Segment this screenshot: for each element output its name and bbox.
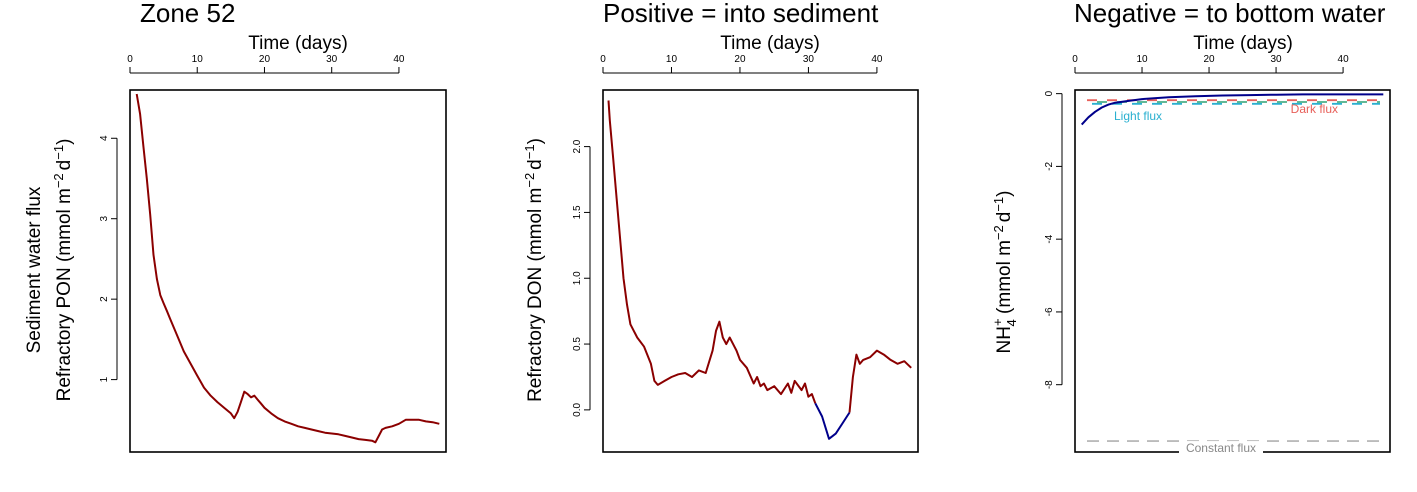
- panel-nh4-ylabel-close: ): [994, 191, 1015, 197]
- panel-don: Positive = into sediment Time (days) Ref…: [522, 0, 919, 453]
- panel-don-x-tick-label: 10: [666, 54, 678, 65]
- panel-don-series-line: [814, 402, 851, 440]
- panel-nh4-ylabel-sup: +: [990, 318, 1005, 326]
- dark-flux-label: Dark flux: [1291, 102, 1338, 116]
- panel-don-x-tick-label: 20: [734, 54, 746, 65]
- panel-don-series-line: [607, 100, 817, 404]
- panel-nh4-y-tick-label: -2: [1044, 162, 1055, 171]
- panel-nh4-x-tick-label: 10: [1136, 54, 1148, 65]
- panel-pon-x-tick-label: 20: [259, 54, 271, 65]
- panel-don-x-tick-label: 0: [600, 54, 606, 65]
- panel-pon-y-tick-label: 4: [99, 135, 110, 141]
- panel-nh4-ylabel-exp-d: −1: [991, 197, 1006, 212]
- panel-pon-frame: [129, 89, 447, 453]
- panel-pon-ylabel-line1: Sediment water flux: [24, 186, 45, 353]
- svg-text:Refractory PON (mmol m−2d−1): Refractory PON (mmol m−2 d−1): [51, 139, 75, 402]
- panel-don-x-tick-label: 30: [803, 54, 815, 65]
- panel-pon-ylabel-close: ): [54, 139, 75, 145]
- panel-don-ylabel-main: Refractory DON (mmol m: [525, 188, 546, 402]
- svg-text:Refractory DON (mmol m−2d−1): Refractory DON (mmol m−2 d−1): [522, 138, 546, 402]
- panel-don-title: Positive = into sediment: [603, 0, 879, 28]
- panel-pon: Zone 52 Time (days) Sediment water flux …: [24, 0, 447, 453]
- panel-nh4-y-tick-label: -6: [1044, 307, 1055, 316]
- constant-flux-label: Constant flux: [1186, 441, 1256, 455]
- panel-nh4-x-tick-label: 20: [1203, 54, 1215, 65]
- panel-pon-ylabel-exp-m: −2: [51, 173, 66, 188]
- panel-don-y-tick-label: 1.5: [572, 205, 583, 219]
- panel-nh4-y-tick-label: -4: [1044, 234, 1055, 243]
- panel-pon-ylabel-line2: Refractory PON (mmol m−2 d−1): [51, 139, 75, 402]
- panel-nh4-ylabel-rest: (mmol m: [994, 240, 1015, 319]
- panel-don-ylabel-exp-m: −2: [522, 173, 537, 188]
- panel-nh4-ylabel-nh: NH: [994, 326, 1015, 353]
- panel-pon-ylabel-exp-d: −1: [51, 145, 66, 160]
- panel-don-ylabel-exp-d: −1: [522, 144, 537, 159]
- panel-nh4-x-tick-label: 30: [1271, 54, 1283, 65]
- panel-don-frame: [602, 89, 919, 453]
- panel-don-xlabel: Time (days): [720, 33, 820, 54]
- panel-pon-ylabel-d: d: [54, 160, 75, 171]
- panel-nh4-title: Negative = to bottom water: [1074, 0, 1386, 28]
- panel-don-ylabel-d: d: [525, 159, 546, 170]
- panel-nh4-xlabel: Time (days): [1193, 33, 1293, 54]
- panel-nh4-series-line: [1080, 93, 1384, 126]
- panel-don-x-tick-label: 40: [871, 54, 883, 65]
- panel-pon-x-tick-label: 10: [192, 54, 204, 65]
- panel-don-ylabel: Refractory DON (mmol m−2 d−1): [522, 138, 546, 402]
- panel-nh4-ylabel-exp-m: −2: [991, 225, 1006, 240]
- panel-nh4-frame: [1074, 89, 1391, 453]
- panel-nh4: Negative = to bottom water Time (days) N…: [990, 0, 1391, 456]
- panel-pon-x-tick-label: 0: [127, 54, 133, 65]
- panel-don-series-line: [848, 349, 912, 413]
- panel-pon-title: Zone 52: [140, 0, 235, 28]
- panel-pon-x-tick-label: 30: [326, 54, 338, 65]
- panel-nh4-ylabel-d: d: [994, 212, 1015, 223]
- panel-pon-y-tick-label: 1: [99, 376, 110, 382]
- panel-pon-y-tick-label: 2: [99, 296, 110, 302]
- panel-nh4-x-tick-label: 40: [1338, 54, 1350, 65]
- panel-pon-ylabel-main: Refractory PON (mmol m: [54, 188, 75, 401]
- panel-nh4-y-tick-label: -8: [1044, 380, 1055, 389]
- light-flux-label: Light flux: [1114, 109, 1162, 123]
- panel-pon-xlabel: Time (days): [248, 33, 348, 54]
- panel-don-y-tick-label: 0.0: [572, 402, 583, 416]
- panel-nh4-ylabel: NH+4 (mmol m−2 d−1): [990, 191, 1019, 354]
- constant-flux-label-background: [1179, 441, 1263, 456]
- panel-nh4-x-tick-label: 0: [1072, 54, 1078, 65]
- panel-don-y-tick-label: 1.0: [572, 271, 583, 285]
- panel-pon-y-tick-label: 3: [99, 215, 110, 221]
- panel-nh4-y-tick-label: 0: [1044, 90, 1055, 96]
- svg-text:NH+4 (mmol m−2d−1): NH+4 (mmol m−2 d−1): [990, 191, 1019, 354]
- panel-don-ylabel-close: ): [525, 138, 546, 144]
- panel-nh4-ylabel-sub: 4: [1004, 319, 1019, 326]
- panel-don-y-tick-label: 2.0: [572, 139, 583, 153]
- panel-pon-series-line: [135, 93, 440, 444]
- panel-don-y-tick-label: 0.5: [572, 337, 583, 351]
- panel-pon-x-tick-label: 40: [393, 54, 405, 65]
